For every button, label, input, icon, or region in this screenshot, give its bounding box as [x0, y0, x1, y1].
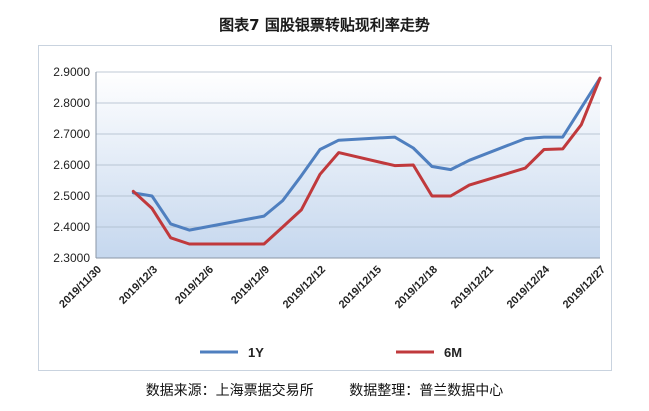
x-tick-label: 2019/12/15	[337, 264, 384, 311]
x-tick-label: 2019/12/3	[117, 264, 160, 307]
y-tick-label: 2.9000	[53, 65, 90, 79]
x-tick-label: 2019/12/24	[505, 263, 553, 311]
x-tick-label: 2019/12/21	[449, 264, 496, 311]
series-line-1y	[131, 76, 602, 232]
source-note: 数据来源：上海票据交易所 数据整理：普兰数据中心	[0, 380, 649, 400]
y-tick-label: 2.3000	[53, 251, 90, 265]
y-tick-label: 2.8000	[53, 96, 90, 110]
x-tick-label: 2019/12/6	[173, 264, 216, 307]
chart-frame	[38, 45, 612, 371]
y-tick-label: 2.5000	[53, 189, 90, 203]
series-line-6m	[131, 76, 602, 246]
source-right: 数据整理：普兰数据中心	[349, 383, 504, 399]
x-tick-label: 2019/12/9	[229, 264, 272, 307]
source-left: 数据来源：上海票据交易所	[145, 383, 314, 399]
x-tick-label: 2019/12/27	[561, 264, 608, 311]
x-tick-label: 2019/12/18	[393, 264, 440, 311]
y-tick-label: 2.6000	[53, 158, 90, 172]
legend-label-6m: 6M	[444, 345, 462, 360]
x-tick-label: 2019/11/30	[57, 264, 104, 311]
legend-label-1y: 1Y	[248, 345, 264, 360]
y-tick-label: 2.7000	[53, 127, 90, 141]
chart-title: 图表7 国股银票转贴现利率走势	[219, 16, 430, 34]
x-tick-label: 2019/12/12	[281, 264, 328, 311]
y-tick-label: 2.4000	[53, 220, 90, 234]
